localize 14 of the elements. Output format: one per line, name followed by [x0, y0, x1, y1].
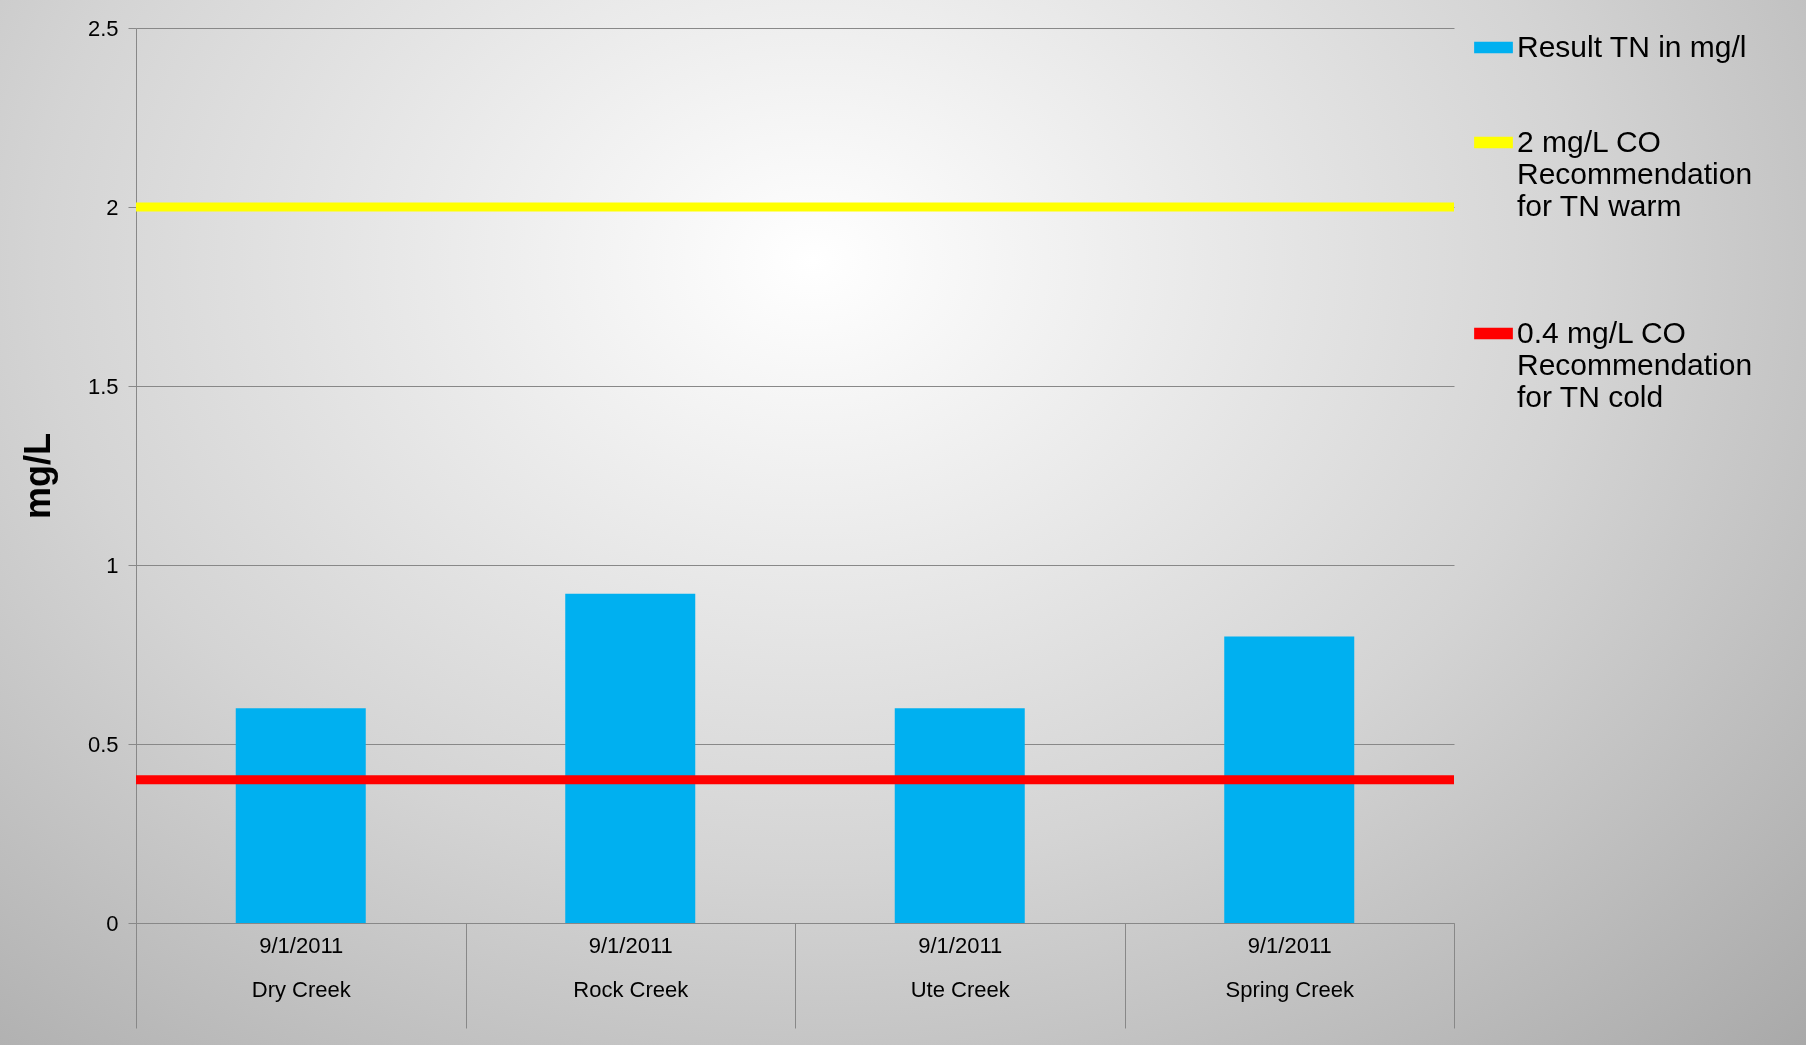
y-tick-label: 0 — [106, 910, 119, 936]
y-tick-label: 2 — [106, 194, 119, 220]
y-tick-label: 2.5 — [87, 15, 119, 41]
x-tick-label: 9/1/2011 Spring Creek — [1225, 932, 1355, 1002]
y-axis-title: mg/L — [16, 433, 58, 519]
x-tick-label: 9/1/2011 Dry Creek — [251, 932, 352, 1002]
y-tick-label: 1 — [106, 552, 119, 578]
y-tick-label: 1.5 — [87, 373, 119, 399]
legend-label: 0.4 mg/L CO Recommendation for TN cold — [1517, 315, 1753, 413]
legend-label: 2 mg/L CO Recommendation for TN warm — [1517, 124, 1753, 222]
x-tick-label: 9/1/2011 Rock Creek — [573, 932, 690, 1002]
legend-label: Result TN in mg/l — [1517, 29, 1747, 63]
y-tick-label: 0.5 — [87, 731, 119, 757]
x-tick-label: 9/1/2011 Ute Creek — [910, 932, 1011, 1002]
